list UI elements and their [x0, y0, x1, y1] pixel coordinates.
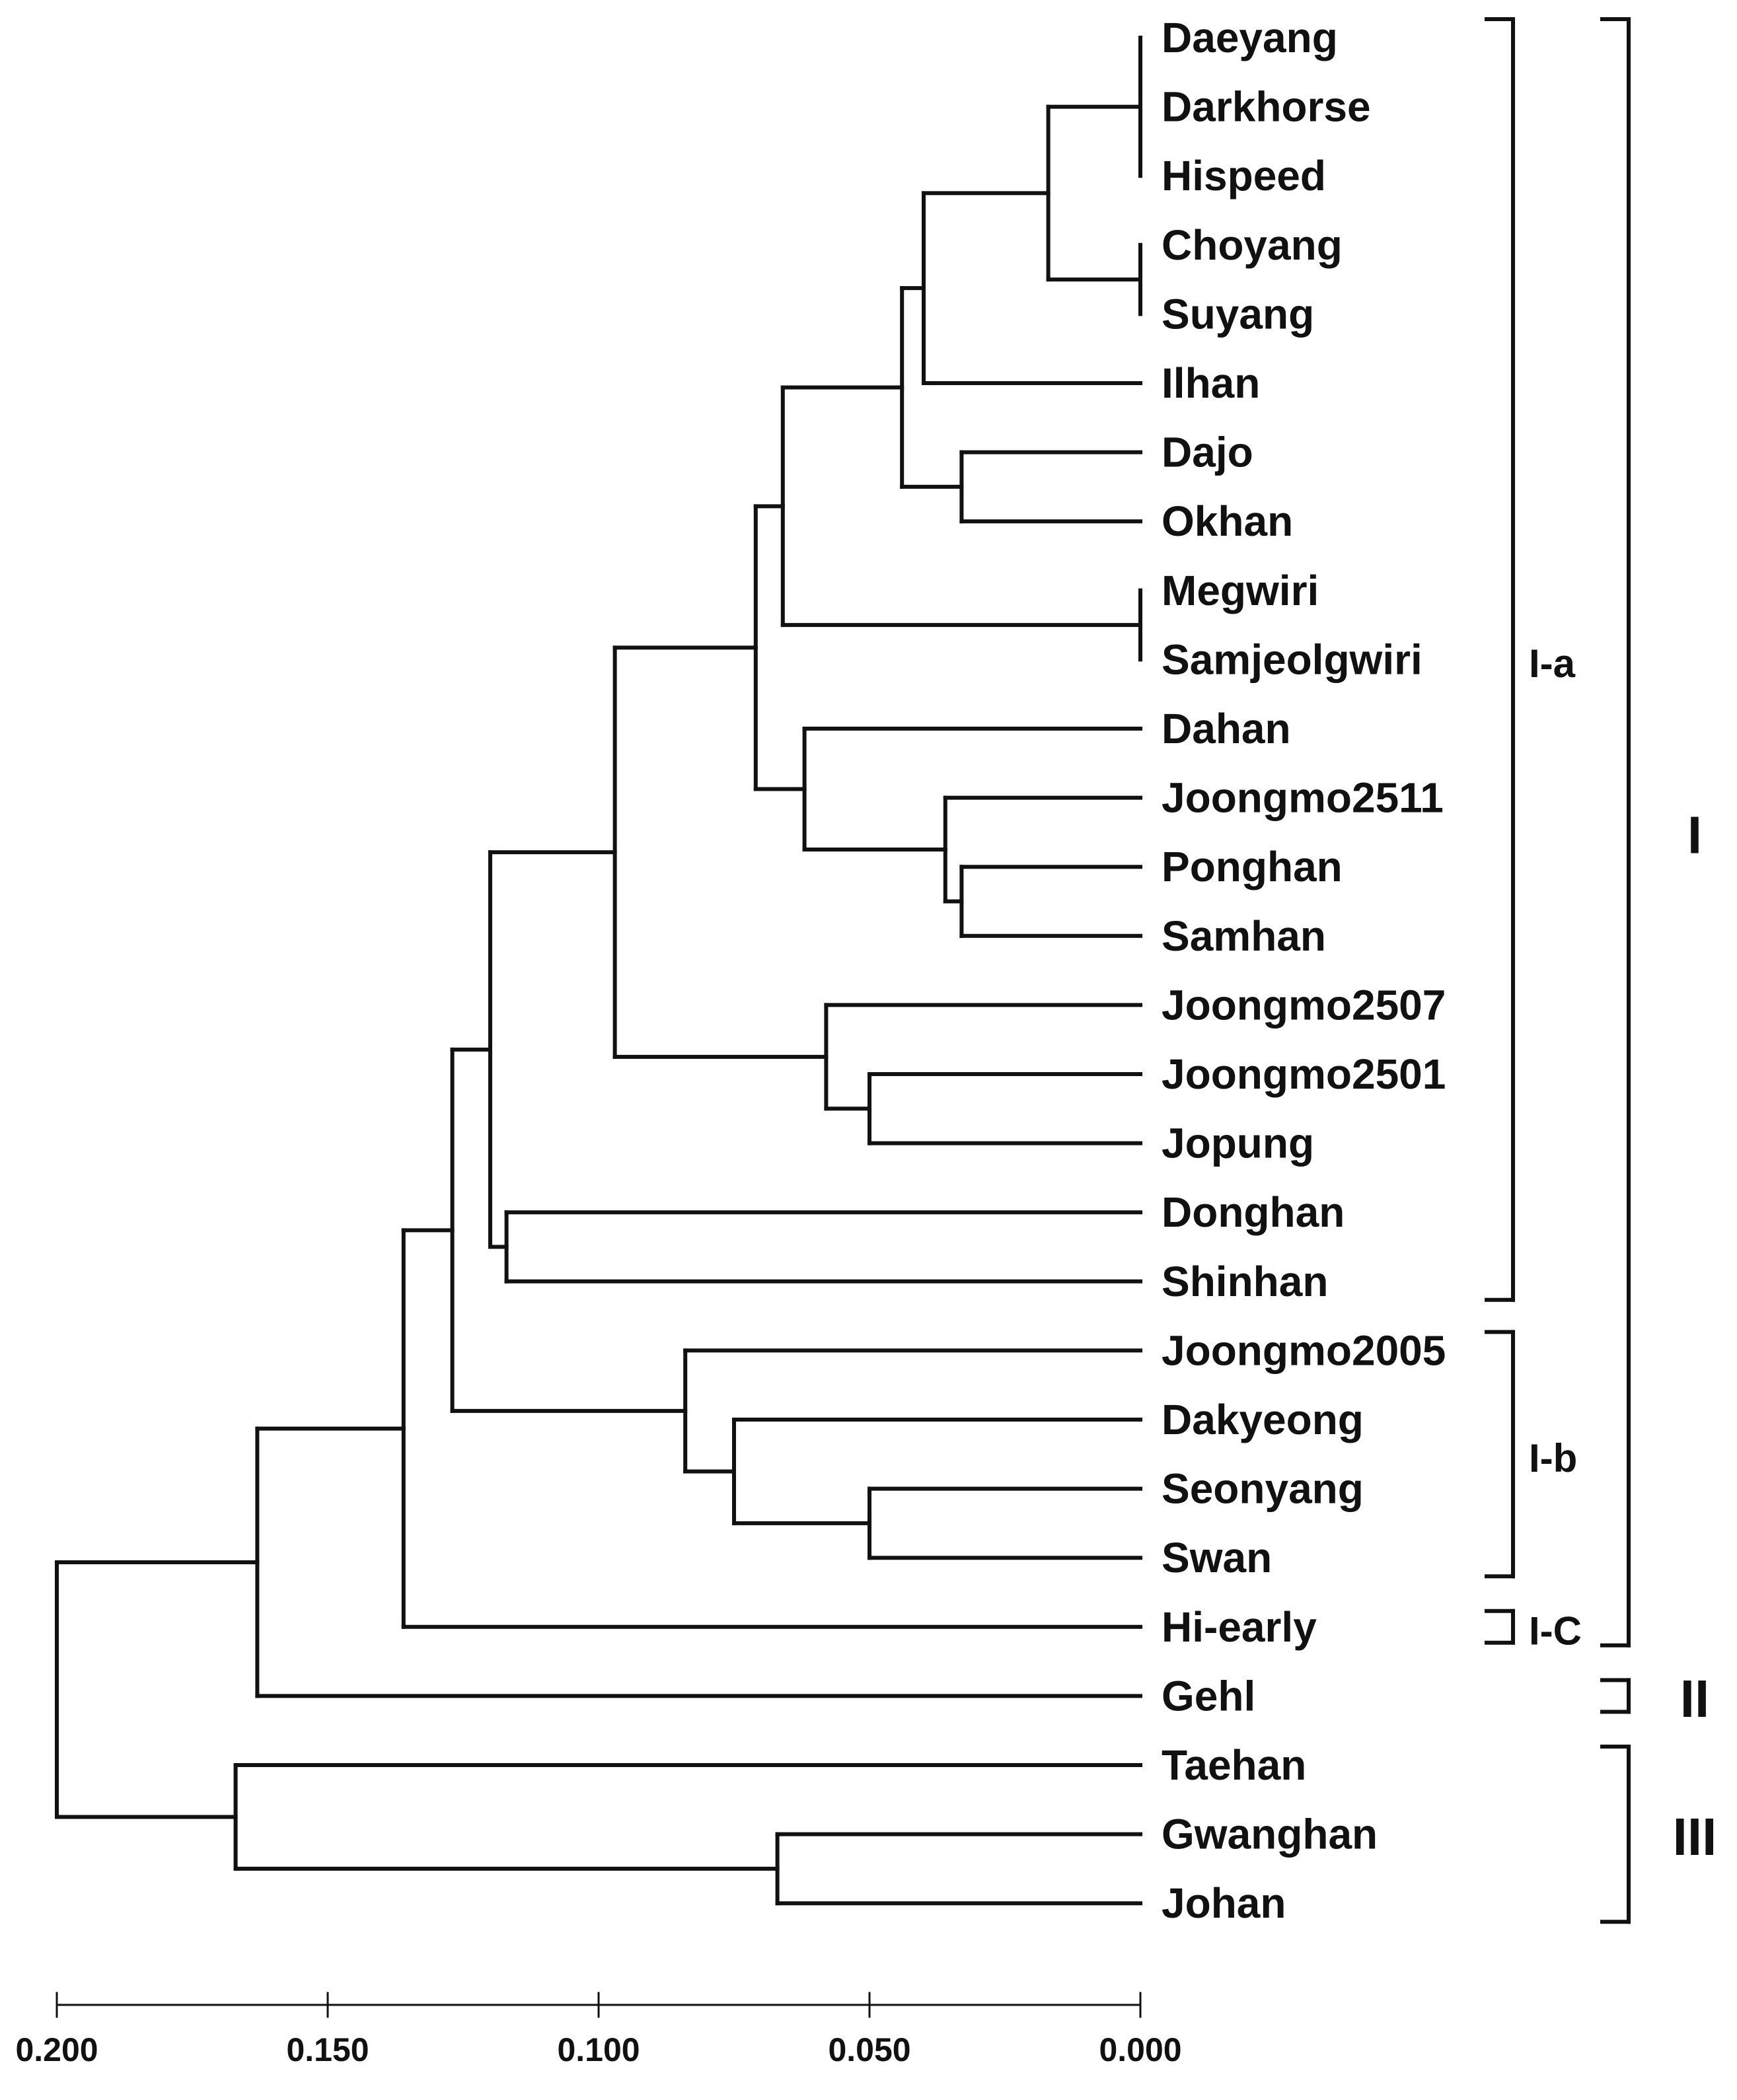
leaf-label-ponghan: Ponghan [1162, 843, 1343, 890]
leaf-label-gwanghan: Gwanghan [1162, 1811, 1378, 1858]
leaf-label-joongmo2507: Joongmo2507 [1162, 981, 1446, 1029]
x-axis: 0.200 0.150 0.100 0.050 0.000 [15, 1992, 1182, 2068]
leaf-label-choyang: Choyang [1162, 221, 1343, 269]
leaf-label-swan: Swan [1162, 1534, 1272, 1581]
leaf-labels: Daeyang Darkhorse Hispeed Choyang Suyang Ilha… [1162, 14, 1446, 1927]
leaf-label-samjeolgwiri: Samjeolgwiri [1162, 635, 1423, 683]
leaf-label-taehan: Taehan [1162, 1741, 1306, 1789]
leaf-label-dajo: Dajo [1162, 429, 1253, 476]
leaf-label-okhan: Okhan [1162, 497, 1293, 545]
x-tick-label: 0.150 [286, 2031, 369, 2068]
leaf-label-shinhan: Shinhan [1162, 1258, 1328, 1305]
cluster-label-iii: III [1673, 1807, 1717, 1866]
leaf-label-seonyang: Seonyang [1162, 1465, 1364, 1513]
leaf-label-hi-early: Hi-early [1162, 1603, 1317, 1651]
x-tick-label: 0.100 [557, 2031, 640, 2068]
leaf-label-gehl: Gehl [1162, 1672, 1255, 1720]
group-label-i-b: I-b [1529, 1436, 1577, 1480]
cluster-label-i: I [1687, 805, 1702, 864]
x-tick-label: 0.050 [828, 2031, 910, 2068]
group-label-i-c: I-C [1529, 1609, 1582, 1653]
cluster-label-ii: II [1680, 1669, 1709, 1728]
leaf-label-joongmo2511: Joongmo2511 [1162, 774, 1444, 822]
x-tick-label: 0.200 [15, 2031, 98, 2068]
leaf-label-johan: Johan [1162, 1879, 1286, 1927]
group-label-i-a: I-a [1529, 641, 1576, 686]
leaf-label-dahan: Dahan [1162, 705, 1291, 752]
leaf-label-megwiri: Megwiri [1162, 567, 1319, 614]
leaf-label-dakyeong: Dakyeong [1162, 1396, 1364, 1443]
leaf-label-hispeed: Hispeed [1162, 152, 1326, 199]
leaf-label-ilhan: Ilhan [1162, 359, 1260, 407]
dendrogram-branches [55, 36, 1142, 1906]
leaf-label-daeyang: Daeyang [1162, 14, 1338, 61]
leaf-label-joongmo2501: Joongmo2501 [1162, 1050, 1446, 1098]
leaf-label-samhan: Samhan [1162, 912, 1326, 960]
leaf-label-joongmo2005: Joongmo2005 [1162, 1326, 1446, 1374]
leaf-label-donghan: Donghan [1162, 1188, 1345, 1236]
leaf-label-suyang: Suyang [1162, 290, 1314, 338]
leaf-label-jopung: Jopung [1162, 1120, 1314, 1167]
x-tick-label: 0.000 [1099, 2031, 1181, 2068]
leaf-label-darkhorse: Darkhorse [1162, 83, 1371, 131]
